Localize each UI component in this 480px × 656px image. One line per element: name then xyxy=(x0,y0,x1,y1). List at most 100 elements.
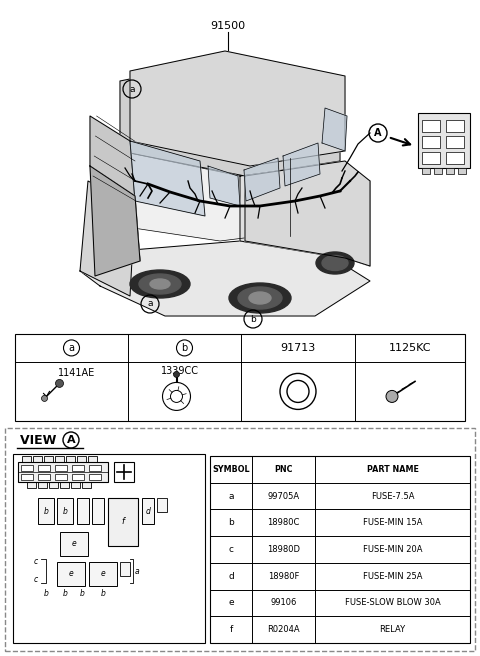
Text: e: e xyxy=(101,569,106,579)
Polygon shape xyxy=(283,143,320,186)
Bar xyxy=(38,482,47,488)
Polygon shape xyxy=(130,51,345,166)
Bar xyxy=(71,482,80,488)
Circle shape xyxy=(41,396,48,401)
Ellipse shape xyxy=(316,252,354,274)
Bar xyxy=(77,456,86,462)
Polygon shape xyxy=(244,158,280,201)
Bar xyxy=(120,562,130,576)
Text: SYMBOL: SYMBOL xyxy=(212,465,250,474)
Bar xyxy=(210,456,470,643)
Polygon shape xyxy=(120,61,340,176)
Text: f: f xyxy=(121,518,124,527)
Polygon shape xyxy=(130,141,205,216)
Ellipse shape xyxy=(229,283,291,313)
Bar xyxy=(57,562,85,586)
Text: 99106: 99106 xyxy=(270,598,297,607)
Text: e: e xyxy=(69,569,73,579)
Text: b: b xyxy=(44,590,48,598)
Polygon shape xyxy=(240,163,370,266)
Bar xyxy=(38,498,54,524)
Text: a: a xyxy=(228,491,234,501)
Bar xyxy=(92,498,104,524)
Text: 91959A: 91959A xyxy=(433,113,471,123)
Bar xyxy=(21,474,33,480)
Polygon shape xyxy=(90,166,140,276)
Bar xyxy=(422,152,440,164)
Text: e: e xyxy=(228,598,234,607)
Text: 18980D: 18980D xyxy=(267,545,300,554)
Ellipse shape xyxy=(139,274,181,294)
Bar xyxy=(60,482,69,488)
Text: 1339CC: 1339CC xyxy=(160,367,199,377)
Text: FUSE-MIN 25A: FUSE-MIN 25A xyxy=(363,572,422,581)
Text: 1125KC: 1125KC xyxy=(389,343,431,353)
Bar xyxy=(89,562,117,586)
Text: 18980F: 18980F xyxy=(268,572,299,581)
Polygon shape xyxy=(245,161,370,266)
Text: FUSE-MIN 15A: FUSE-MIN 15A xyxy=(363,518,422,527)
Bar xyxy=(157,498,167,512)
Text: b: b xyxy=(101,590,106,598)
Bar xyxy=(422,120,440,132)
Text: PNC: PNC xyxy=(274,465,293,474)
Bar xyxy=(22,456,31,462)
Bar xyxy=(21,465,33,471)
Text: c: c xyxy=(34,575,38,584)
Bar xyxy=(446,152,464,164)
Bar xyxy=(142,498,154,524)
Bar xyxy=(89,465,101,471)
Text: b: b xyxy=(181,343,188,353)
Text: c: c xyxy=(34,558,38,567)
Bar xyxy=(55,474,67,480)
Bar xyxy=(82,482,91,488)
Text: A: A xyxy=(67,435,75,445)
Text: 1141AE: 1141AE xyxy=(58,369,95,379)
Bar xyxy=(66,456,75,462)
Text: 18980C: 18980C xyxy=(267,518,300,527)
Text: a: a xyxy=(135,567,139,575)
Text: a: a xyxy=(69,343,74,353)
Text: a: a xyxy=(147,300,153,308)
Bar xyxy=(446,168,454,174)
Text: b: b xyxy=(44,506,48,516)
Bar xyxy=(33,456,42,462)
Text: b: b xyxy=(62,506,67,516)
Text: b: b xyxy=(250,314,256,323)
Text: c: c xyxy=(228,545,233,554)
Bar xyxy=(38,474,50,480)
Bar xyxy=(458,168,466,174)
Ellipse shape xyxy=(322,255,348,270)
Circle shape xyxy=(56,379,63,388)
Circle shape xyxy=(173,371,180,377)
Bar xyxy=(72,474,84,480)
Text: VIEW: VIEW xyxy=(20,434,61,447)
Circle shape xyxy=(386,390,398,402)
Bar xyxy=(422,168,430,174)
Text: e: e xyxy=(72,539,76,548)
Bar xyxy=(18,462,108,482)
Ellipse shape xyxy=(130,270,190,298)
Polygon shape xyxy=(80,181,135,296)
Text: f: f xyxy=(229,625,233,634)
Text: 99705A: 99705A xyxy=(267,491,300,501)
Bar xyxy=(60,532,88,556)
Bar xyxy=(108,498,138,546)
Ellipse shape xyxy=(150,279,170,289)
Bar xyxy=(57,498,73,524)
Bar xyxy=(72,465,84,471)
Text: d: d xyxy=(145,506,150,516)
Text: b: b xyxy=(80,590,84,598)
Bar xyxy=(55,465,67,471)
Text: FUSE-SLOW BLOW 30A: FUSE-SLOW BLOW 30A xyxy=(345,598,440,607)
Bar xyxy=(77,498,89,524)
Bar xyxy=(418,113,470,168)
Bar xyxy=(5,428,475,651)
Polygon shape xyxy=(322,108,347,151)
Polygon shape xyxy=(208,166,240,206)
Text: b: b xyxy=(62,590,67,598)
Text: A: A xyxy=(374,128,382,138)
Ellipse shape xyxy=(238,287,282,309)
Bar xyxy=(55,456,64,462)
Text: R0204A: R0204A xyxy=(267,625,300,634)
